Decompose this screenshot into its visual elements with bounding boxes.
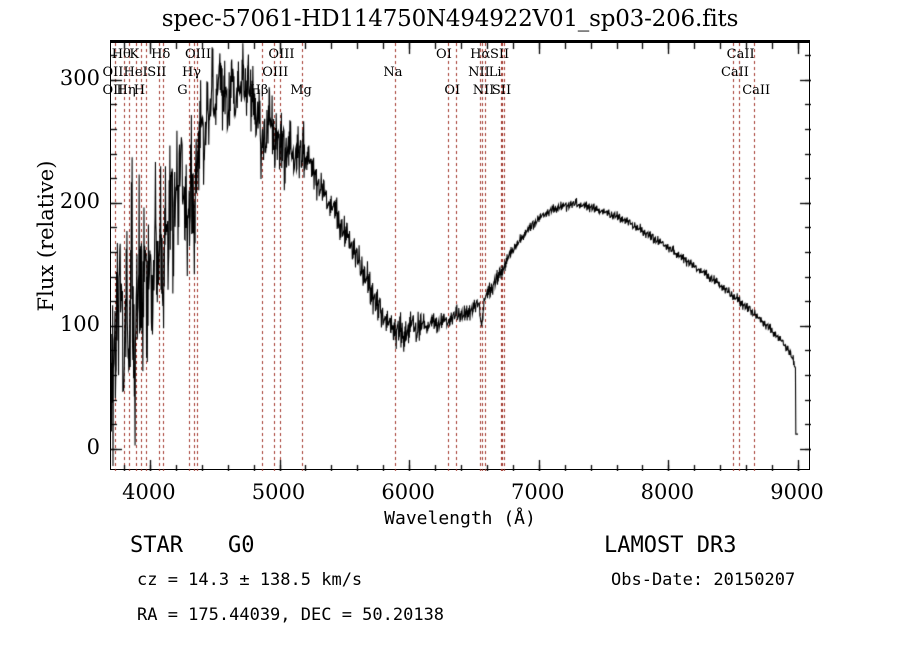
spectral-line-label: G: [177, 83, 188, 98]
coordinates-label: RA = 175.44039, DEC = 50.20138: [137, 605, 445, 625]
x-tick-label: 4000: [122, 480, 176, 504]
spectral-line-label: Na: [383, 65, 403, 80]
spectral-line-label: SII: [147, 65, 167, 80]
spectral-line-label: NII: [468, 65, 490, 80]
spectral-line-label: Mg: [290, 83, 312, 98]
x-axis-label: Wavelength (Å): [384, 508, 536, 529]
spectral-line-label: OIII: [262, 65, 289, 80]
spectral-line-label: OII: [102, 83, 124, 98]
x-tick-label: 9000: [770, 480, 824, 504]
y-tick-label: 200: [59, 188, 100, 213]
x-tick-label: 8000: [640, 480, 695, 504]
x-tick-label: 5000: [251, 480, 306, 504]
redshift-velocity-label: cz = 14.3 ± 138.5 km/s: [137, 570, 363, 590]
y-tick-label: 0: [86, 434, 100, 459]
x-tick-label: 7000: [511, 480, 565, 504]
spectral-line-label: OI: [444, 83, 461, 98]
object-type-label: STAR: [130, 533, 183, 558]
spectral-line-label: OIII: [268, 47, 295, 62]
page-title: spec-57061-HD114750N494922V01_sp03-206.f…: [161, 6, 739, 32]
spectral-line-label: Hη: [116, 83, 136, 98]
spectral-line-label: Hγ: [181, 65, 202, 80]
spectral-line-label: CaII: [720, 65, 749, 80]
spectral-line-label: SII: [491, 83, 512, 98]
spectral-line-label: HeI: [123, 65, 148, 80]
y-tick-label: 100: [59, 311, 100, 336]
spectral-class-label: G0: [228, 533, 255, 558]
spectral-line-label: Hδ: [151, 47, 171, 62]
spectral-line-label: CaII: [742, 83, 771, 98]
survey-label: LAMOST DR3: [604, 533, 737, 558]
spectral-line-label: OI: [436, 47, 452, 62]
spectral-line-label: OII: [102, 65, 124, 80]
spectral-line-label: CaII: [726, 47, 755, 62]
spectral-line-label: NII: [472, 83, 495, 98]
x-tick-label: 6000: [381, 480, 435, 504]
spectral-line-label: H: [133, 83, 146, 98]
spectral-line-label: OIII: [184, 47, 212, 62]
title-divider: [110, 40, 810, 42]
spectral-line-label: Hα: [470, 47, 491, 62]
spectrum-canvas: [111, 43, 811, 471]
observation-date-label: Obs-Date: 20150207: [611, 570, 796, 590]
spectral-line-label: Hθ: [111, 47, 131, 62]
spectral-line-label: K: [129, 47, 140, 62]
spectral-line-label: SII: [489, 47, 510, 62]
spectral-line-label: Hβ: [249, 83, 269, 98]
y-tick-label: 300: [59, 65, 100, 90]
plot-frame: [110, 42, 811, 471]
y-axis-label: Flux (relative): [34, 160, 58, 312]
spectral-line-label: Li: [488, 65, 502, 80]
